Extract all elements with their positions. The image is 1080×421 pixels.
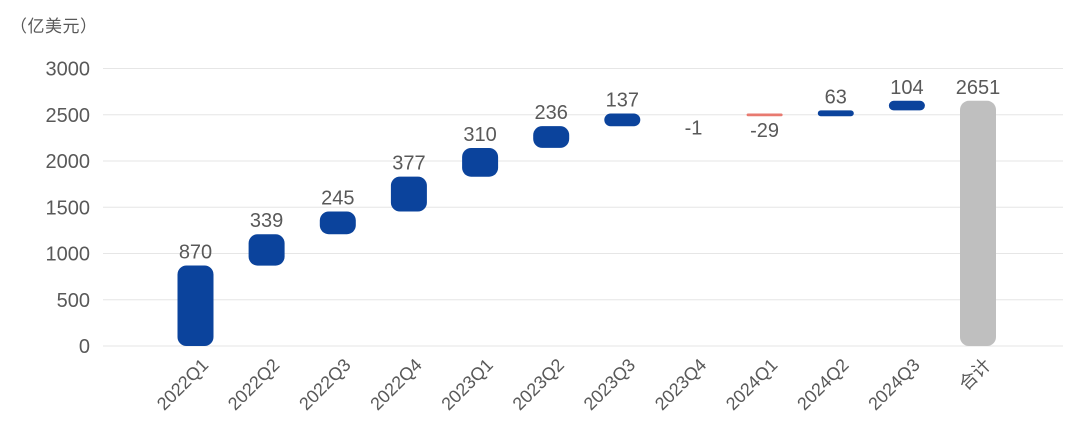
x-tick-label-2022Q2: 2022Q2	[224, 355, 283, 414]
x-tick-label-2023Q1: 2023Q1	[437, 355, 496, 414]
x-tick-label-2024Q1: 2024Q1	[722, 355, 781, 414]
value-label-2023Q3: 137	[606, 90, 639, 112]
value-label-2023Q1: 310	[463, 124, 496, 146]
value-label-2022Q2: 339	[250, 210, 283, 232]
bar-2022Q2	[248, 234, 285, 266]
bar-2023Q3	[604, 113, 641, 127]
value-label-2022Q4: 377	[392, 153, 425, 175]
x-tick-label-2023Q4: 2023Q4	[651, 355, 710, 414]
y-tick-label-1500: 1500	[46, 197, 91, 219]
x-tick-label-合计: 合计	[955, 355, 995, 395]
x-tick-label-2023Q3: 2023Q3	[580, 355, 639, 414]
bar-2022Q1	[177, 265, 214, 346]
bar-2023Q2	[533, 126, 570, 148]
value-label-2022Q3: 245	[321, 188, 354, 210]
y-tick-label-500: 500	[57, 290, 90, 312]
x-tick-label-2024Q3: 2024Q3	[864, 355, 923, 414]
y-tick-label-3000: 3000	[46, 59, 91, 81]
value-label-2023Q4: -1	[685, 118, 703, 140]
y-tick-label-1000: 1000	[46, 244, 91, 266]
x-tick-label-2023Q2: 2023Q2	[509, 355, 568, 414]
x-tick-label-2022Q1: 2022Q1	[153, 355, 212, 414]
x-tick-label-2024Q2: 2024Q2	[793, 355, 852, 414]
y-axis-unit-label: （亿美元）	[10, 17, 98, 36]
value-label-2024Q3: 104	[890, 77, 923, 99]
value-label-合计: 2651	[956, 77, 1001, 99]
bar-2024Q3	[888, 100, 925, 111]
bar-2024Q2	[817, 110, 854, 117]
bar-2022Q4	[390, 176, 427, 212]
bar-2023Q1	[462, 148, 499, 177]
bar-2022Q3	[319, 211, 356, 235]
y-tick-label-2000: 2000	[46, 151, 91, 173]
value-label-2023Q2: 236	[535, 102, 568, 124]
y-tick-label-0: 0	[79, 336, 90, 358]
value-label-2024Q2: 63	[825, 86, 847, 108]
value-label-2022Q1: 870	[179, 242, 212, 264]
value-label-2024Q1: -29	[750, 120, 779, 142]
y-tick-label-2500: 2500	[46, 105, 91, 127]
bar-合计	[960, 100, 996, 346]
bar-2024Q1	[746, 113, 783, 117]
x-tick-label-2022Q4: 2022Q4	[366, 355, 425, 414]
x-tick-label-2022Q3: 2022Q3	[295, 355, 354, 414]
